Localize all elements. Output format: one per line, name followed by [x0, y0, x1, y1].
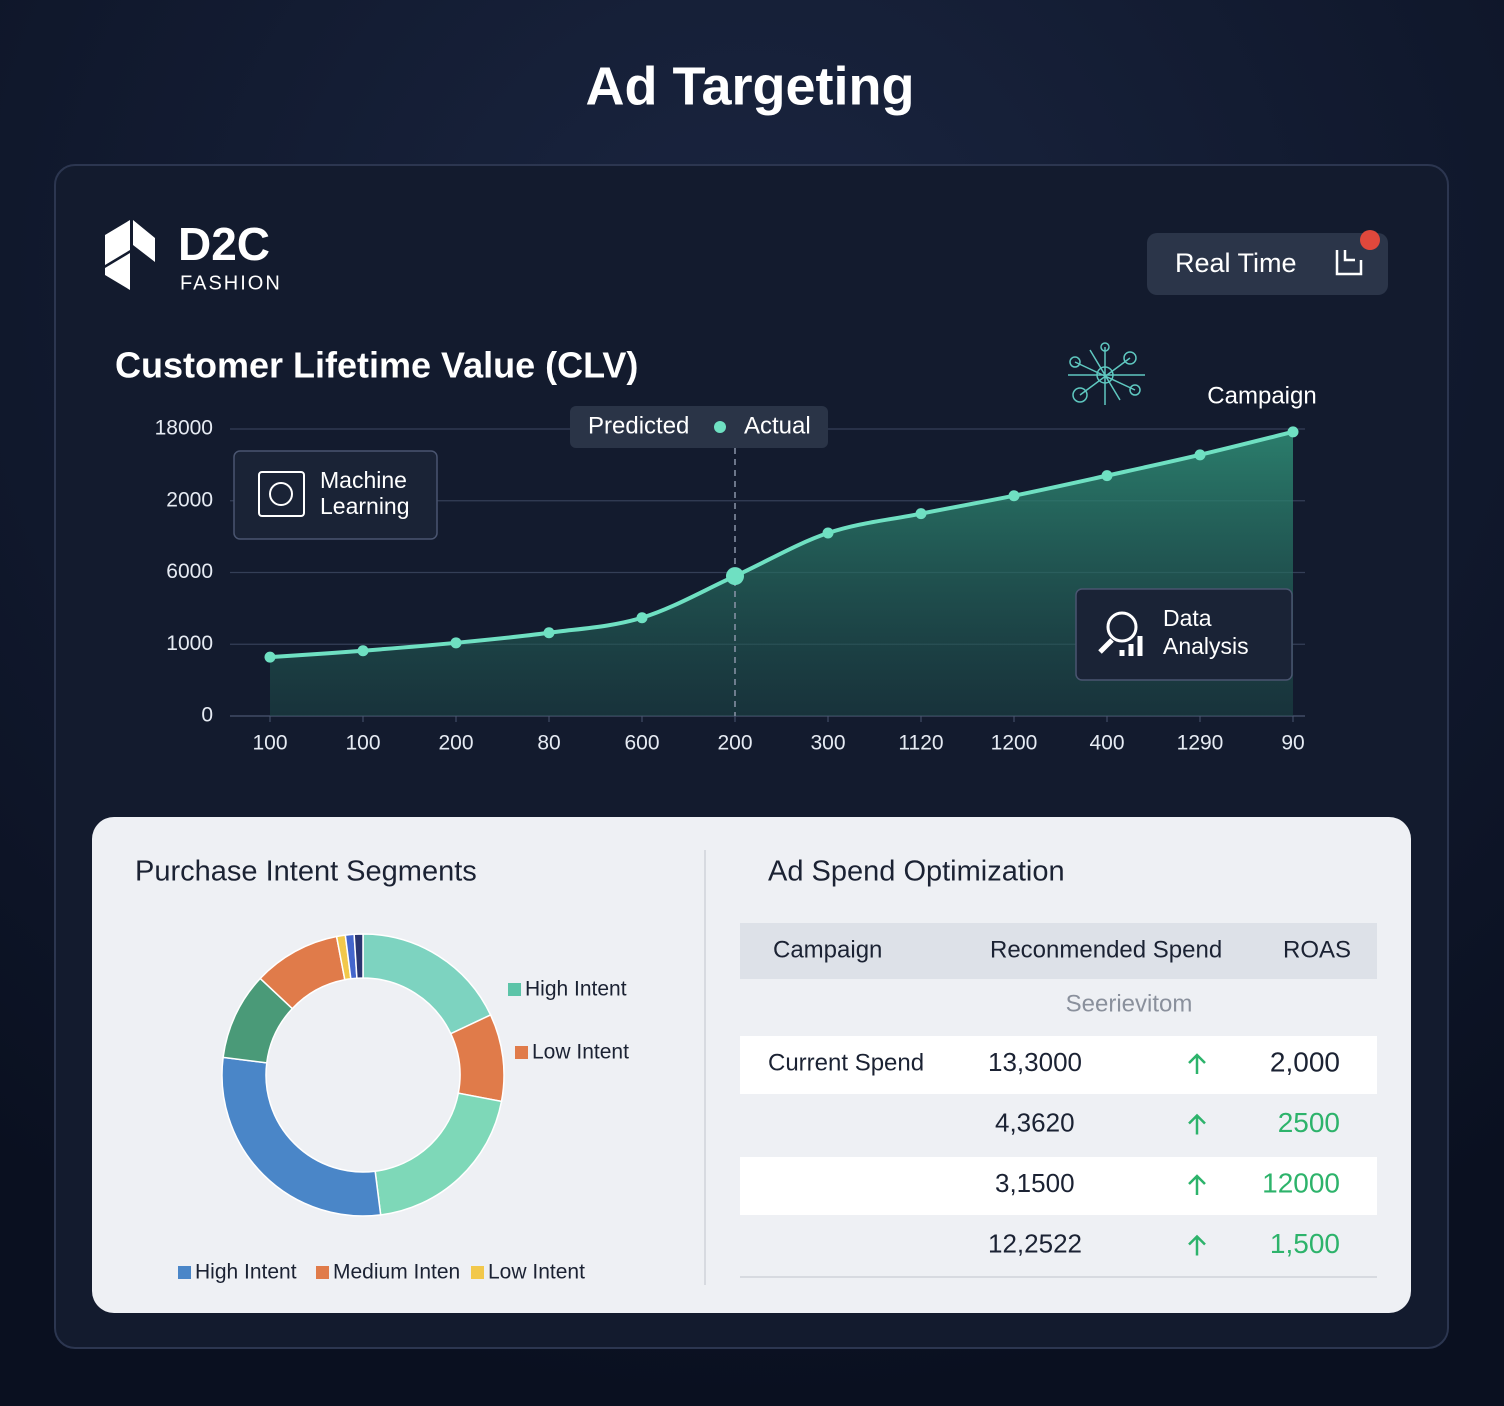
table-row-bg [740, 1036, 1377, 1094]
table-cell: Current Spend [768, 1049, 924, 1076]
table-cell: 3,1500 [995, 1168, 1075, 1198]
table-cell: 4,3620 [995, 1107, 1075, 1137]
legend-dot [714, 421, 726, 433]
x-tick-label: 400 [1089, 732, 1124, 755]
point [1287, 426, 1299, 438]
point [543, 627, 555, 639]
table-cell: 13,3000 [988, 1047, 1082, 1077]
da-icon [1106, 611, 1138, 643]
da-icon-bars [1098, 636, 1143, 656]
point [1101, 470, 1113, 482]
real-time-button[interactable] [1147, 233, 1388, 295]
point [726, 567, 744, 586]
x-tick-label: 100 [252, 732, 287, 755]
ml-icon-gear [269, 482, 293, 506]
pie-title: Purchase Intent Segments [135, 856, 477, 888]
area [270, 431, 1293, 716]
table-cell: 1,500 [1270, 1228, 1340, 1259]
point [450, 637, 462, 649]
x-tick-label: 600 [624, 732, 659, 755]
table-header: ROAS [1283, 936, 1351, 963]
legend-box [570, 406, 828, 448]
table-cell: 2,000 [1270, 1046, 1340, 1077]
legend-swatch [178, 1266, 191, 1279]
table-subheader: Seerievitom [1066, 990, 1193, 1017]
chart-layer: 0 1000 6000 2000 18000 100 100 200 80 600 200 300 11… [155, 382, 1377, 1284]
annotation: Data Analysis [1163, 605, 1249, 659]
button-icon [1335, 250, 1363, 276]
annotation: Campaign [1207, 382, 1316, 409]
network-icon [1068, 342, 1145, 405]
y-tick-label: 18000 [155, 417, 213, 440]
legend-entry: Medium Inten [333, 1261, 460, 1284]
annotation: Machine Learning [320, 467, 410, 519]
point [357, 645, 369, 657]
ml-icon [258, 471, 305, 517]
point [1194, 449, 1206, 461]
table-header-bg [740, 923, 1377, 979]
legend-predicted: Predicted [588, 412, 689, 439]
point [915, 508, 927, 520]
trend-arrow [1188, 1053, 1206, 1074]
legend-swatch [316, 1266, 329, 1279]
x-tick-label: 90 [1281, 732, 1304, 755]
notification-dot [1360, 230, 1380, 250]
point [1008, 490, 1020, 502]
x-tick-label: 200 [438, 732, 473, 755]
pie-slice [353, 933, 364, 979]
logo [105, 220, 155, 290]
legend-entry: High Intent [195, 1261, 297, 1284]
x-tick-label: 100 [345, 732, 380, 755]
x-tick-label: 200 [717, 732, 752, 755]
x-tick-label: 1200 [991, 732, 1038, 755]
y-tick-label: 0 [201, 704, 213, 727]
brand-tagline: FASHION [180, 272, 282, 294]
page-title: Ad Targeting [586, 56, 915, 116]
trend-arrow [1188, 1113, 1206, 1135]
point [636, 612, 648, 624]
table-cell: 12000 [1262, 1167, 1340, 1198]
table-cell: 12,2522 [988, 1228, 1082, 1258]
legend-entry: Low Intent [532, 1041, 629, 1064]
legend-entry: Actual [744, 412, 811, 439]
x-tick-label: 1290 [1177, 732, 1224, 755]
y-tick-label: 2000 [166, 488, 213, 511]
trend-arrow [1188, 1234, 1206, 1256]
button-label[interactable]: Real Time [1175, 248, 1297, 278]
point [264, 651, 276, 663]
x-tick-label: 300 [810, 732, 845, 755]
table-header: Campaign [773, 936, 882, 963]
legend-swatch [471, 1266, 484, 1279]
table-title: Ad Spend Optimization [768, 856, 1065, 888]
table-row-bg [740, 1157, 1377, 1215]
legend-swatch [515, 1046, 528, 1059]
annotation-box [1075, 588, 1293, 681]
table-cell: 2500 [1278, 1107, 1340, 1138]
line [269, 429, 1294, 660]
legend-entry: High Intent [525, 978, 627, 1001]
point [822, 527, 834, 539]
legend-entry: Low Intent [488, 1261, 585, 1284]
chart-title: Customer Lifetime Value (CLV) [115, 345, 638, 386]
y-tick-label: 1000 [166, 632, 213, 655]
legend-swatch [508, 983, 521, 996]
brand-name: D2C [178, 218, 270, 270]
y-tick-label: 6000 [166, 560, 213, 583]
x-tick-label: 1120 [898, 732, 943, 755]
x-tick-label: 80 [537, 732, 560, 755]
trend-arrow [1188, 1174, 1206, 1195]
table-header: Reconmended Spend [990, 936, 1222, 963]
